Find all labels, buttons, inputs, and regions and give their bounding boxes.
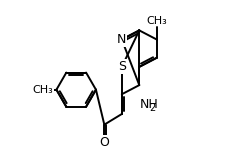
Text: CH₃: CH₃ — [146, 16, 167, 26]
Text: S: S — [118, 60, 126, 73]
Text: 2: 2 — [150, 103, 156, 113]
Text: N: N — [117, 33, 126, 46]
Text: NH: NH — [139, 98, 158, 111]
Text: O: O — [99, 136, 109, 149]
Text: CH₃: CH₃ — [33, 85, 53, 95]
